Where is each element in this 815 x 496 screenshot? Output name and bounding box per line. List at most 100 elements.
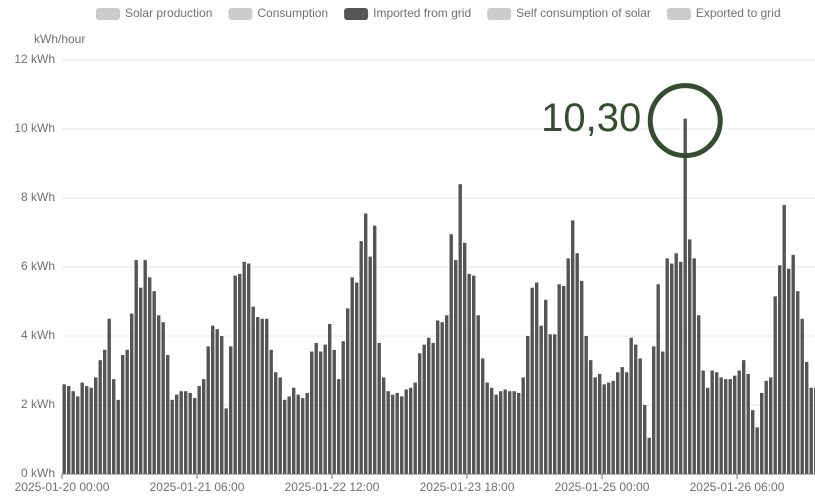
- y-tick-label: 6 kWh: [21, 259, 55, 273]
- bar: [571, 220, 575, 474]
- legend-swatch[interactable]: [228, 8, 253, 20]
- bar: [224, 408, 228, 474]
- bar: [728, 379, 732, 474]
- bar: [760, 392, 764, 474]
- bar: [746, 373, 750, 474]
- bar: [143, 260, 147, 474]
- bar: [467, 273, 471, 474]
- bar: [472, 275, 476, 474]
- legend-label[interactable]: Exported to grid: [696, 6, 781, 20]
- bar: [773, 296, 777, 474]
- bar: [220, 336, 224, 474]
- y-axis-label: kWh/hour: [34, 32, 85, 46]
- bar: [593, 377, 597, 474]
- bar: [116, 399, 120, 474]
- bar: [562, 285, 566, 474]
- bar: [706, 387, 710, 474]
- bar: [724, 379, 728, 474]
- bar: [787, 268, 791, 474]
- bar: [436, 320, 440, 474]
- bar: [350, 277, 354, 474]
- bar: [809, 387, 813, 474]
- bar: [512, 391, 516, 474]
- bar: [130, 313, 134, 474]
- bar: [323, 344, 327, 474]
- bar: [251, 306, 255, 474]
- bar: [629, 337, 633, 474]
- bar: [440, 322, 444, 474]
- bar: [355, 282, 359, 474]
- bar: [665, 258, 669, 474]
- legend-label[interactable]: Solar production: [125, 6, 212, 20]
- bar: [112, 379, 116, 474]
- bar: [517, 392, 521, 474]
- bar: [386, 391, 390, 474]
- bar: [413, 382, 417, 474]
- bar: [481, 358, 485, 474]
- bar: [548, 334, 552, 474]
- bar: [715, 372, 719, 474]
- bar: [215, 329, 219, 474]
- bar: [319, 351, 323, 474]
- x-tick-label: 2025-01-23 18:00: [420, 480, 515, 494]
- bar: [733, 375, 737, 474]
- bar: [611, 380, 615, 474]
- bar: [782, 204, 786, 474]
- bar: [508, 391, 512, 474]
- bar: [157, 315, 161, 474]
- bar: [499, 391, 503, 474]
- bar: [202, 379, 206, 474]
- bar: [800, 318, 804, 474]
- bar: [737, 370, 741, 474]
- bar: [107, 318, 111, 474]
- y-tick-label: 8 kWh: [21, 190, 55, 204]
- bar: [625, 372, 629, 474]
- bar: [337, 379, 341, 474]
- bar: [638, 358, 642, 474]
- legend-swatch[interactable]: [666, 8, 691, 20]
- bar: [427, 337, 431, 474]
- bar: [278, 377, 282, 474]
- bar: [328, 323, 332, 474]
- bar: [557, 284, 561, 474]
- bar: [247, 263, 251, 474]
- bar: [206, 346, 210, 474]
- bar: [76, 396, 80, 474]
- bar: [490, 387, 494, 474]
- bar: [305, 392, 309, 474]
- bar: [260, 318, 264, 474]
- bar: [476, 315, 480, 474]
- bar: [607, 382, 611, 474]
- bar: [359, 241, 363, 474]
- bar: [85, 386, 89, 474]
- bar: [422, 344, 426, 474]
- annotation-text: 10,30: [541, 96, 641, 140]
- bar: [530, 287, 534, 474]
- legend-swatch[interactable]: [487, 8, 512, 20]
- bar: [463, 242, 467, 474]
- bar: [764, 380, 768, 474]
- legend-swatch[interactable]: [96, 8, 120, 20]
- bar: [283, 399, 287, 474]
- bar: [503, 389, 507, 474]
- bar: [121, 354, 125, 474]
- bar: [584, 336, 588, 474]
- bar: [796, 291, 800, 474]
- legend-label[interactable]: Self consumption of solar: [516, 6, 651, 20]
- bar: [184, 391, 188, 474]
- x-tick-label: 2025-01-21 06:00: [150, 480, 245, 494]
- bar: [656, 284, 660, 474]
- bar: [314, 342, 318, 474]
- legend-label[interactable]: Imported from grid: [373, 6, 471, 20]
- legend-swatch[interactable]: [344, 8, 369, 20]
- bar: [449, 234, 453, 474]
- bar: [310, 351, 314, 474]
- bar: [620, 367, 624, 474]
- bar: [589, 360, 593, 474]
- legend-label[interactable]: Consumption: [257, 6, 328, 20]
- bar: [67, 386, 71, 474]
- bar: [175, 394, 179, 474]
- x-tick-label: 2025-01-25 00:00: [555, 480, 650, 494]
- bar: [296, 394, 300, 474]
- bar: [494, 394, 498, 474]
